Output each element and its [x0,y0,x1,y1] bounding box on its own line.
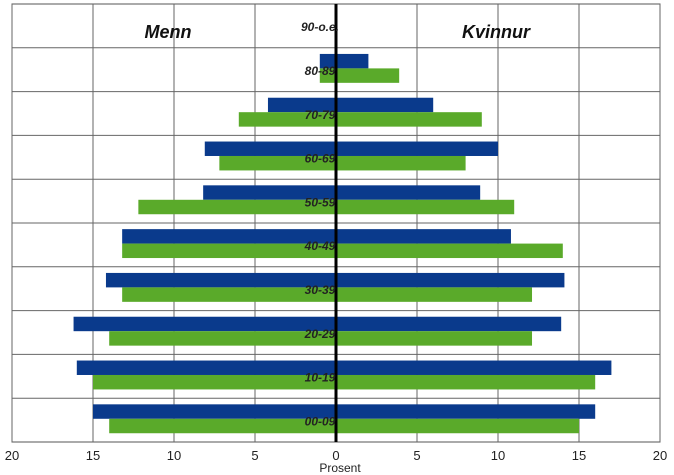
age-label: 90-o.e. [301,20,339,34]
bar-kvinnur-10-19 [336,374,596,390]
bar-menn-60-69 [204,141,336,156]
bar-kvinnur-30-39 [336,272,565,288]
x-tick-label: 10 [167,448,181,463]
bar-menn-20-29 [109,331,336,346]
age-label: 40-49 [304,239,336,253]
age-label: 10-19 [305,371,336,385]
x-tick-label: 5 [251,448,258,463]
bar-menn-30-39 [105,272,337,288]
bar-kvinnur-70-79 [336,112,482,127]
bar-menn-50-59 [203,185,336,200]
bar-menn-10-19 [76,360,337,375]
bar-kvinnur-50-59 [336,185,481,200]
age-label: 30-39 [305,283,336,297]
bar-menn-00-09 [93,404,336,419]
bar-kvinnur-40-49 [336,229,511,244]
bar-kvinnur-40-49 [336,243,563,259]
age-label: 00-09 [305,414,336,428]
age-label: 60-69 [305,152,336,166]
age-label: 70-79 [305,108,336,122]
age-label: 50-59 [305,195,336,209]
bar-menn-00-09 [109,418,336,434]
bar-menn-80-89 [319,53,336,69]
bar-kvinnur-00-09 [336,404,596,419]
bar-kvinnur-80-89 [336,68,400,83]
bar-menn-60-69 [219,155,336,171]
bar-kvinnur-70-79 [336,97,434,113]
x-tick-label: 20 [5,448,19,463]
menn-label: Menn [145,22,192,42]
bar-menn-40-49 [122,229,336,244]
bar-kvinnur-20-29 [336,316,562,332]
bar-menn-80-89 [319,68,336,83]
bar-kvinnur-10-19 [336,360,612,375]
bar-menn-40-49 [122,243,336,259]
bar-menn-70-79 [238,112,336,127]
bar-kvinnur-50-59 [336,199,515,215]
bar-kvinnur-60-69 [336,141,498,156]
x-tick-label: 5 [413,448,420,463]
bars-group [73,53,612,434]
bar-menn-10-19 [93,374,336,390]
x-tick-label: 15 [86,448,100,463]
age-group-labels: 00-09 10-19 20-29 30-39 40-49 50-59 60-69 70-79… [301,20,339,428]
x-tick-label: 0 [332,448,339,463]
bar-kvinnur-80-89 [336,53,369,69]
bar-menn-50-59 [138,199,336,215]
age-label: 80-89 [305,64,336,78]
bar-kvinnur-60-69 [336,155,466,171]
x-tick-label: 20 [653,448,667,463]
bar-menn-30-39 [122,287,336,302]
x-axis-label: Prosent [319,461,361,475]
kvinnur-label: Kvinnur [462,22,531,42]
bar-menn-20-29 [73,316,336,332]
bar-kvinnur-30-39 [336,287,533,302]
x-tick-label: 15 [572,448,586,463]
x-tick-labels: 20 15 10 5 0 5 10 15 20 [5,448,667,463]
bar-kvinnur-20-29 [336,331,533,346]
age-label: 20-29 [304,327,336,341]
bar-menn-70-79 [267,97,336,113]
x-tick-label: 10 [491,448,505,463]
bar-kvinnur-00-09 [336,418,579,434]
